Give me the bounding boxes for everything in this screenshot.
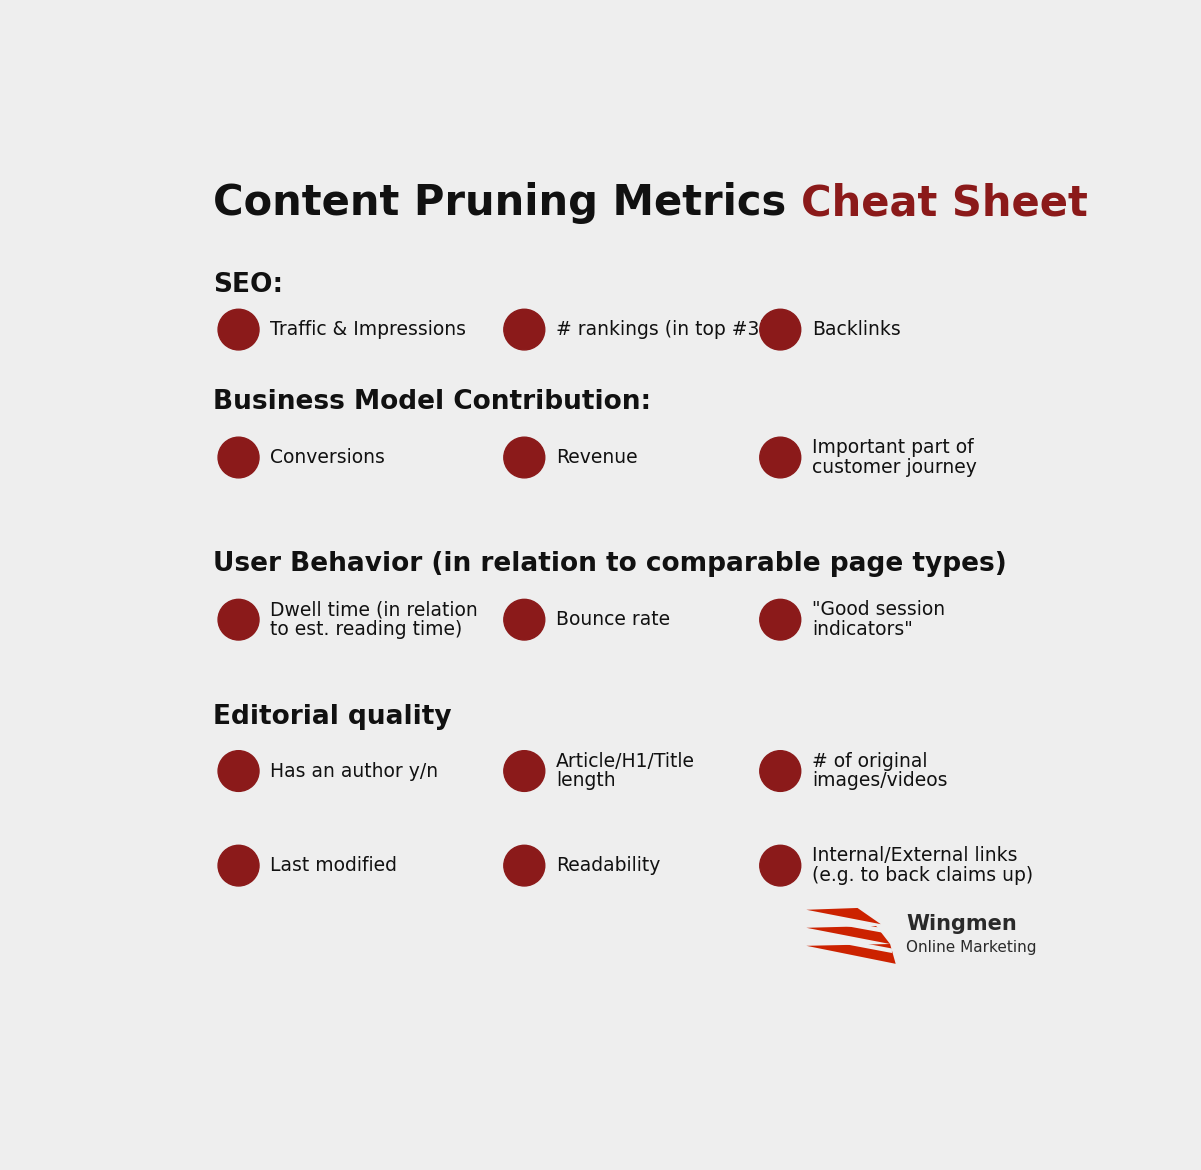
Text: Internal/External links: Internal/External links: [812, 846, 1017, 865]
Text: Wingmen: Wingmen: [906, 914, 1017, 934]
Ellipse shape: [219, 438, 259, 477]
Ellipse shape: [219, 309, 259, 350]
Text: indicators": indicators": [812, 620, 913, 639]
Text: Has an author y/n: Has an author y/n: [270, 762, 438, 780]
Text: Content Pruning Metrics: Content Pruning Metrics: [214, 183, 801, 225]
Ellipse shape: [504, 845, 545, 886]
Text: customer journey: customer journey: [812, 457, 976, 477]
Text: to est. reading time): to est. reading time): [270, 620, 462, 639]
Ellipse shape: [760, 309, 801, 350]
Text: Article/H1/Title: Article/H1/Title: [556, 751, 695, 771]
Text: (e.g. to back claims up): (e.g. to back claims up): [812, 866, 1033, 885]
Ellipse shape: [504, 309, 545, 350]
Ellipse shape: [760, 438, 801, 477]
Text: Bounce rate: Bounce rate: [556, 611, 670, 629]
Ellipse shape: [760, 845, 801, 886]
Text: Business Model Contribution:: Business Model Contribution:: [214, 388, 652, 414]
Text: # of original: # of original: [812, 751, 927, 771]
Text: User Behavior (in relation to comparable page types): User Behavior (in relation to comparable…: [214, 551, 1008, 577]
Polygon shape: [806, 944, 896, 964]
Polygon shape: [806, 908, 880, 924]
Text: Traffic & Impressions: Traffic & Impressions: [270, 321, 466, 339]
Ellipse shape: [760, 599, 801, 640]
Text: Last modified: Last modified: [270, 856, 398, 875]
Polygon shape: [806, 932, 892, 954]
Ellipse shape: [760, 751, 801, 791]
Text: Conversions: Conversions: [270, 448, 386, 467]
Text: length: length: [556, 771, 616, 791]
Text: Backlinks: Backlinks: [812, 321, 901, 339]
Ellipse shape: [504, 599, 545, 640]
Polygon shape: [806, 914, 885, 934]
Text: images/videos: images/videos: [812, 771, 948, 791]
Polygon shape: [806, 925, 890, 944]
Text: "Good session: "Good session: [812, 600, 945, 619]
Text: # rankings (in top #3): # rankings (in top #3): [556, 321, 766, 339]
Ellipse shape: [504, 438, 545, 477]
Text: Important part of: Important part of: [812, 438, 974, 457]
Text: Online Marketing: Online Marketing: [906, 941, 1036, 955]
Ellipse shape: [219, 599, 259, 640]
Ellipse shape: [219, 845, 259, 886]
Text: Readability: Readability: [556, 856, 661, 875]
Text: Editorial quality: Editorial quality: [214, 704, 452, 730]
Text: SEO:: SEO:: [214, 271, 283, 297]
Text: Revenue: Revenue: [556, 448, 638, 467]
Text: Dwell time (in relation: Dwell time (in relation: [270, 600, 478, 619]
Text: Cheat Sheet: Cheat Sheet: [801, 183, 1088, 225]
Ellipse shape: [504, 751, 545, 791]
Ellipse shape: [219, 751, 259, 791]
